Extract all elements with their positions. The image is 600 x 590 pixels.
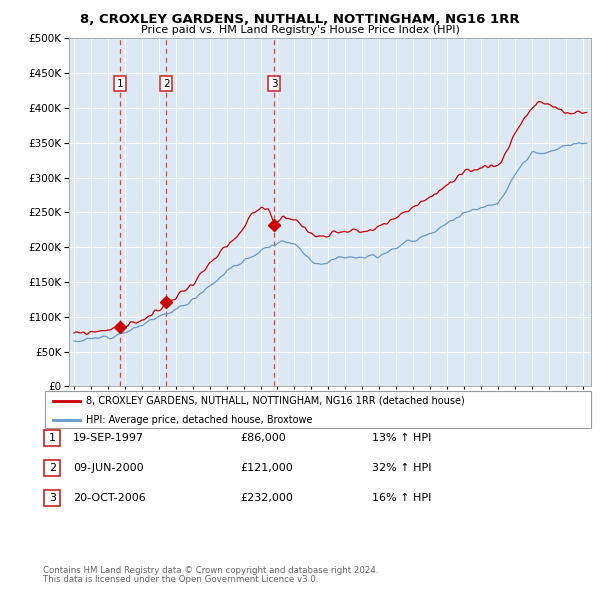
Text: 8, CROXLEY GARDENS, NUTHALL, NOTTINGHAM, NG16 1RR: 8, CROXLEY GARDENS, NUTHALL, NOTTINGHAM,… [80,13,520,26]
Text: 3: 3 [49,493,56,503]
FancyBboxPatch shape [44,490,60,506]
Text: Contains HM Land Registry data © Crown copyright and database right 2024.: Contains HM Land Registry data © Crown c… [43,566,379,575]
Text: 19-SEP-1997: 19-SEP-1997 [73,433,145,442]
Text: This data is licensed under the Open Government Licence v3.0.: This data is licensed under the Open Gov… [43,575,319,584]
Text: 13% ↑ HPI: 13% ↑ HPI [372,433,431,442]
Text: 2: 2 [163,78,170,88]
Text: 20-OCT-2006: 20-OCT-2006 [73,493,146,503]
FancyBboxPatch shape [45,391,591,428]
Text: £232,000: £232,000 [240,493,293,503]
Text: 8, CROXLEY GARDENS, NUTHALL, NOTTINGHAM, NG16 1RR (detached house): 8, CROXLEY GARDENS, NUTHALL, NOTTINGHAM,… [86,396,465,405]
Text: 09-JUN-2000: 09-JUN-2000 [73,463,144,473]
Text: HPI: Average price, detached house, Broxtowe: HPI: Average price, detached house, Brox… [86,415,313,425]
Text: £86,000: £86,000 [240,433,286,442]
Text: 32% ↑ HPI: 32% ↑ HPI [372,463,431,473]
Text: Price paid vs. HM Land Registry's House Price Index (HPI): Price paid vs. HM Land Registry's House … [140,25,460,35]
Text: 1: 1 [117,78,124,88]
Text: £121,000: £121,000 [240,463,293,473]
FancyBboxPatch shape [44,460,60,476]
Text: 1: 1 [49,433,56,442]
Text: 16% ↑ HPI: 16% ↑ HPI [372,493,431,503]
Text: 2: 2 [49,463,56,473]
FancyBboxPatch shape [44,430,60,446]
Text: 3: 3 [271,78,277,88]
